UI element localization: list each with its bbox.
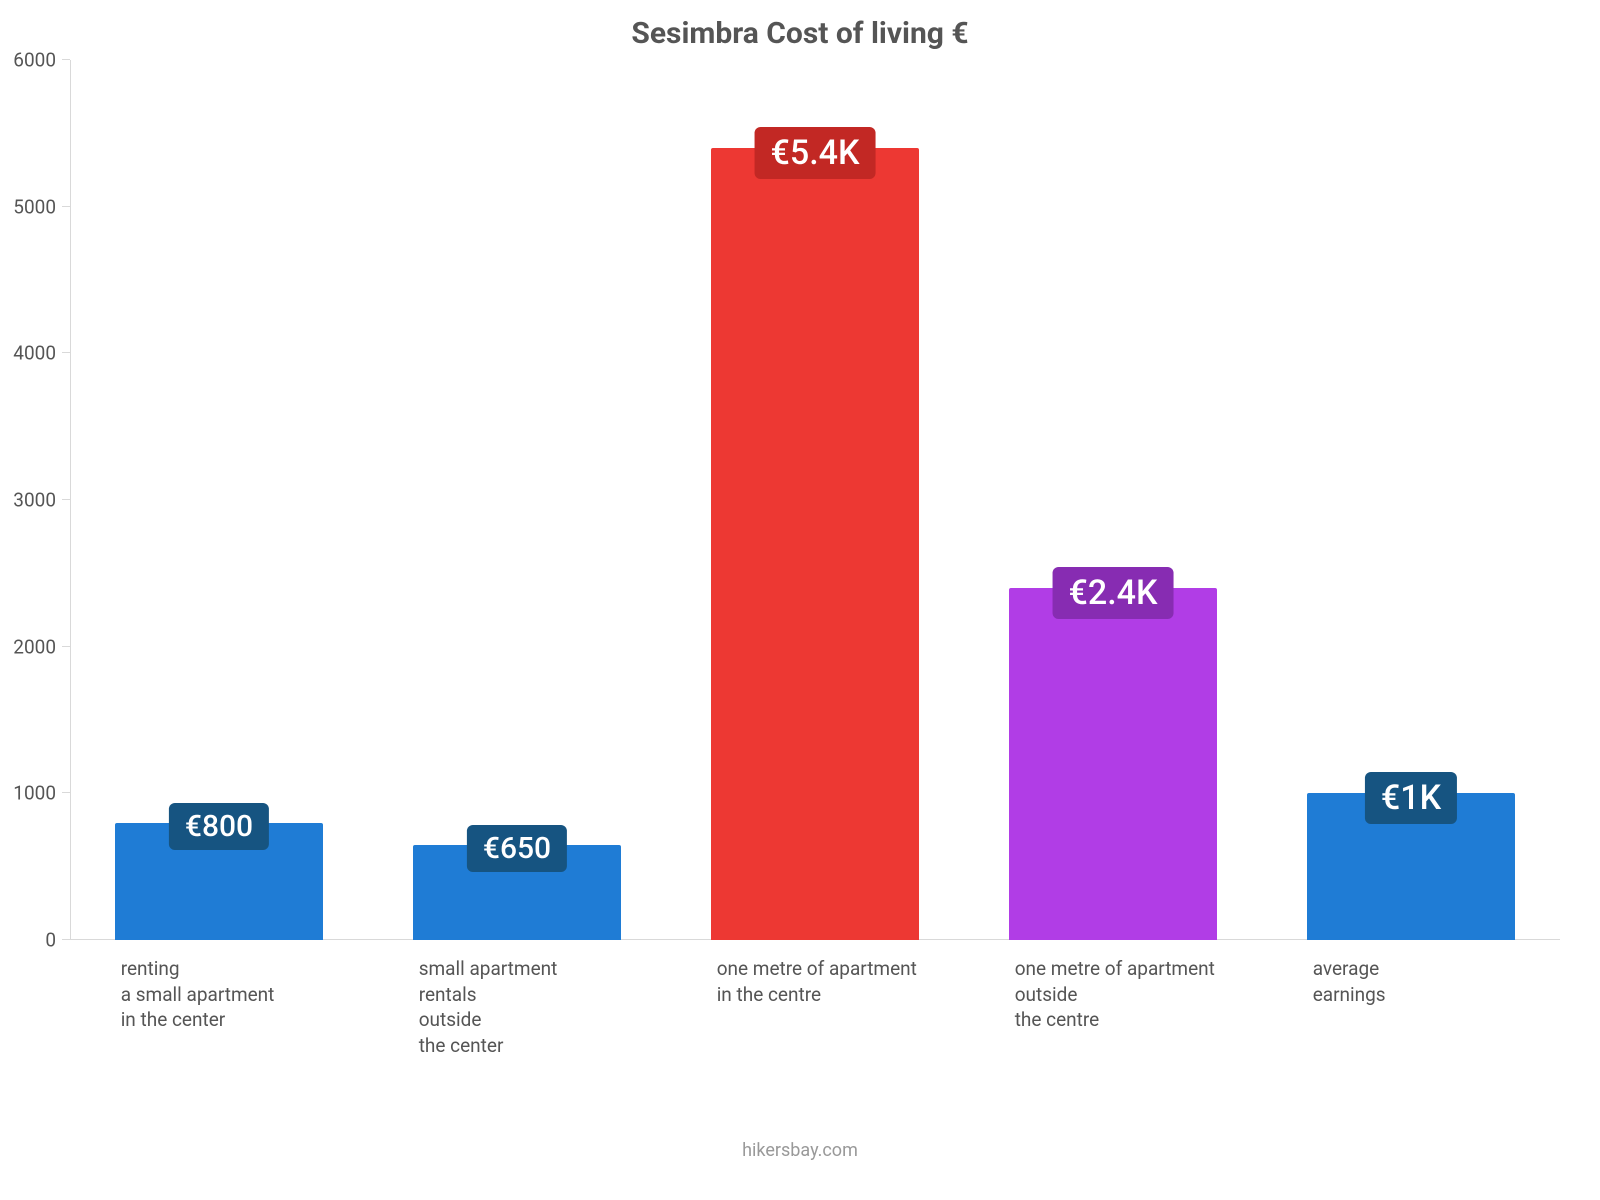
bar-value-label: €2.4K xyxy=(1053,567,1174,619)
y-tick-label: 6000 xyxy=(13,49,56,72)
y-tick xyxy=(62,646,70,647)
y-tick-label: 4000 xyxy=(13,342,56,365)
cost-of-living-chart: Sesimbra Cost of living € 0 1000 2000 3000 4… xyxy=(0,0,1600,1200)
y-tick-label: 5000 xyxy=(13,195,56,218)
bar xyxy=(1009,588,1218,940)
y-tick xyxy=(62,939,70,940)
bar-slot: €2.4K xyxy=(964,60,1262,940)
x-axis-category-label: one metre of apartment in the centre xyxy=(717,956,917,1007)
bar-value-label: €5.4K xyxy=(755,127,876,179)
bar-slot: €1K xyxy=(1262,60,1560,940)
y-tick xyxy=(62,352,70,353)
y-tick xyxy=(62,59,70,60)
y-tick-label: 0 xyxy=(45,929,56,952)
bar-value-label: €800 xyxy=(169,803,269,850)
x-axis-category-label: small apartment rentals outside the cent… xyxy=(419,956,558,1059)
bar-slot: €800 xyxy=(70,60,368,940)
bar-value-label: €650 xyxy=(467,825,567,872)
chart-title: Sesimbra Cost of living € xyxy=(0,16,1600,51)
x-axis-category-label: average earnings xyxy=(1313,956,1386,1007)
y-tick-label: 2000 xyxy=(13,635,56,658)
attribution-text: hikersbay.com xyxy=(0,1140,1600,1161)
y-tick xyxy=(62,792,70,793)
y-tick xyxy=(62,499,70,500)
y-tick xyxy=(62,206,70,207)
y-tick-label: 3000 xyxy=(13,489,56,512)
plot-area: 0100020003000400050006000€800€650€5.4K€2… xyxy=(70,60,1560,940)
bar-value-label: €1K xyxy=(1365,772,1457,824)
y-tick-label: 1000 xyxy=(13,782,56,805)
bar-slot: €650 xyxy=(368,60,666,940)
bar xyxy=(711,148,920,940)
x-axis-category-label: one metre of apartment outside the centr… xyxy=(1015,956,1215,1033)
bar-slot: €5.4K xyxy=(666,60,964,940)
x-axis-category-label: renting a small apartment in the center xyxy=(121,956,275,1033)
